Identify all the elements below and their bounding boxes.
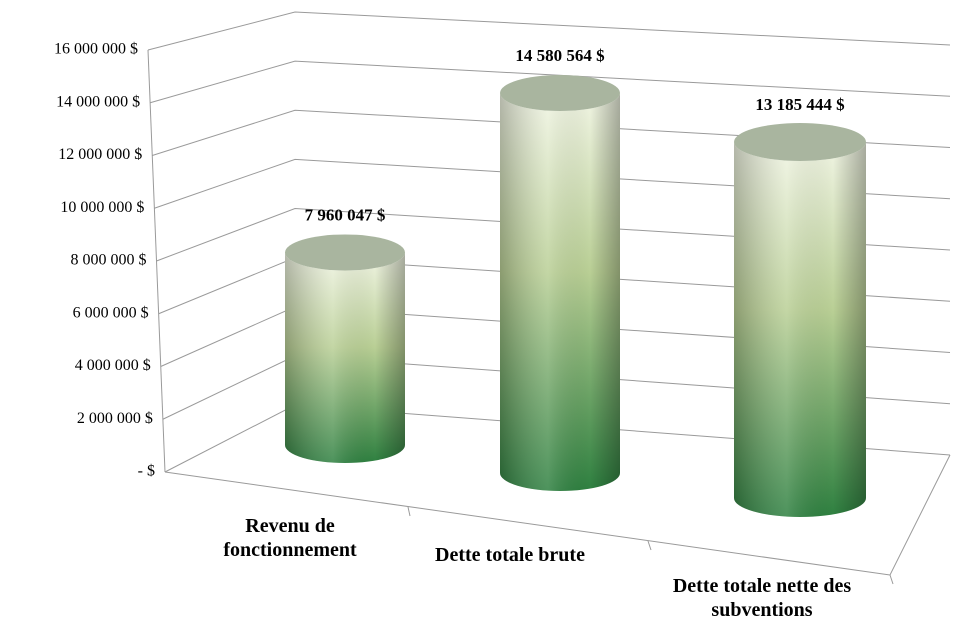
y-tick-label: 2 000 000 $ [77, 410, 153, 427]
y-tick-label: 14 000 000 $ [56, 93, 140, 110]
bar-top [285, 234, 405, 271]
category-tick [647, 540, 652, 551]
bar-shade [500, 92, 620, 491]
grid-line [156, 207, 951, 262]
value-label: 13 185 444 $ [755, 95, 845, 114]
category-tick [407, 506, 411, 517]
category-tick [889, 574, 894, 585]
x-tick-label: Revenu de fonctionnement [223, 515, 357, 561]
grid-line [152, 109, 951, 156]
grid-line [154, 158, 951, 209]
value-label: 7 960 047 $ [305, 205, 386, 224]
grid-line [149, 60, 951, 104]
y-tick-label: 16 000 000 $ [54, 41, 138, 58]
bar-shade [734, 141, 866, 517]
grid-line [147, 11, 951, 51]
value-label: 14 580 564 $ [515, 46, 605, 65]
y-tick-label: 6 000 000 $ [73, 304, 149, 321]
x-tick-label: Dette totale brute [435, 544, 585, 566]
y-tick-label: - $ [138, 463, 155, 480]
y-tick-label: 10 000 000 $ [60, 199, 144, 216]
bar-shade [285, 252, 405, 463]
y-tick-label: 8 000 000 $ [71, 252, 147, 269]
bar-top [734, 122, 866, 161]
bar-top [500, 74, 620, 111]
y-tick-label: 4 000 000 $ [75, 357, 151, 374]
y-tick-label: 12 000 000 $ [58, 146, 142, 163]
x-tick-label: Dette totale nette des subventions [672, 575, 852, 621]
